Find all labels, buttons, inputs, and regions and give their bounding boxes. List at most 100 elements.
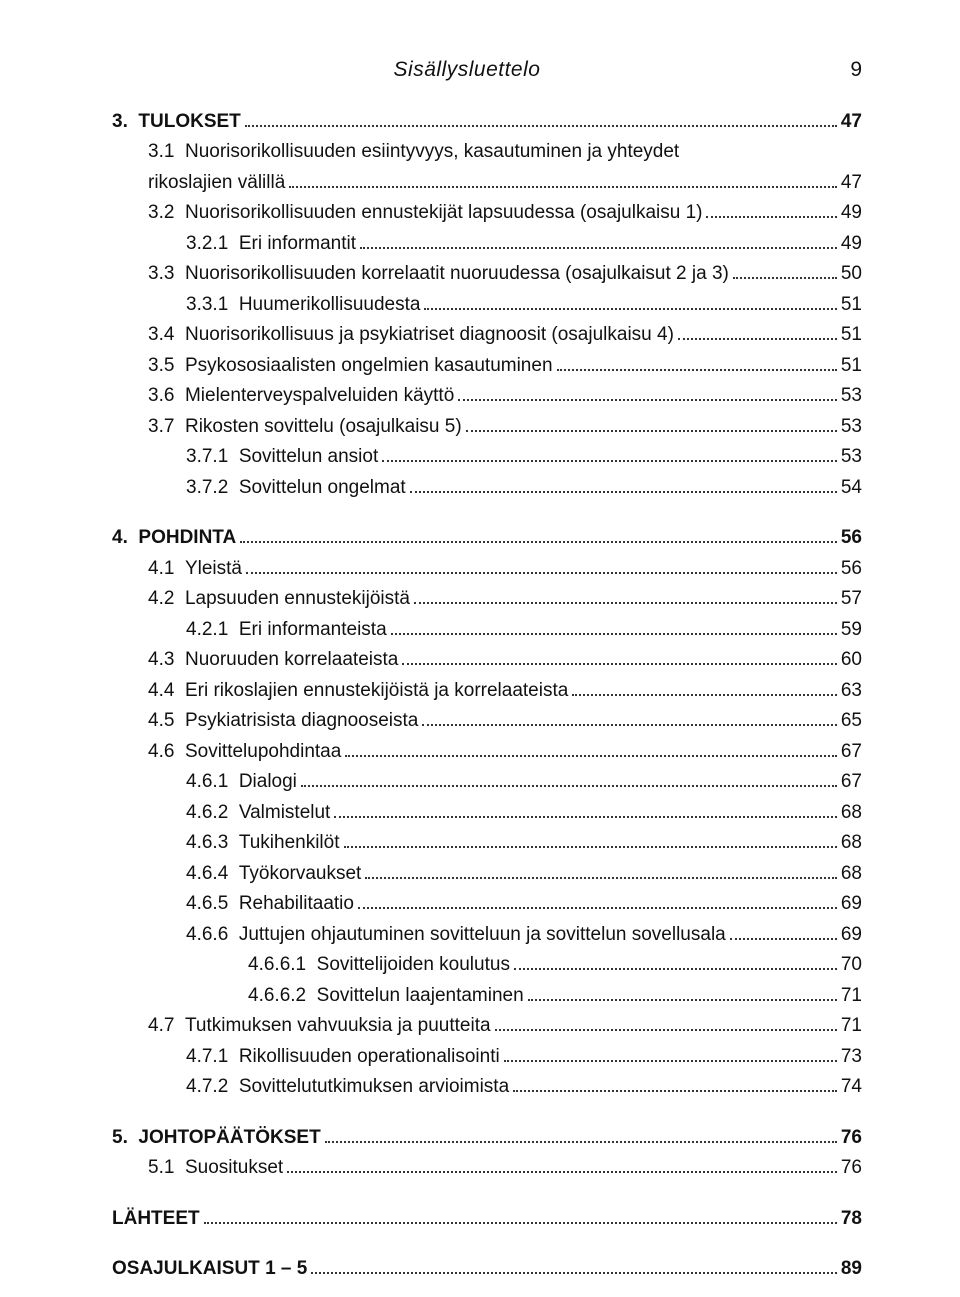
toc-leader-dots	[513, 1075, 837, 1092]
toc-entry: 3.5 Psykososiaalisten ongelmien kasautum…	[112, 352, 862, 381]
toc-label: 4.7 Tutkimuksen vahvuuksia ja puutteita	[148, 1012, 491, 1041]
toc-entry: 4.6.6.2 Sovittelun laajentaminen71	[112, 982, 862, 1011]
toc-leader-dots	[289, 171, 837, 188]
toc-leader-dots	[301, 770, 837, 787]
toc-label: OSAJULKAISUT 1 – 5	[112, 1255, 307, 1284]
toc-page: 63	[841, 677, 862, 706]
toc-page: 56	[841, 524, 862, 553]
toc-entry: 4.6.2 Valmistelut68	[112, 799, 862, 828]
toc-leader-dots	[528, 984, 837, 1001]
toc-label: 4.3 Nuoruuden korrelaateista	[148, 646, 398, 675]
toc-page: 56	[841, 555, 862, 584]
toc-entry: 4.6.6 Juttujen ohjautuminen sovitteluun …	[112, 921, 862, 950]
toc-label: 3.2 Nuorisorikollisuuden ennustekijät la…	[148, 199, 702, 228]
running-page-number: 9	[822, 54, 862, 86]
toc-label: 4.6.4 Työkorvaukset	[186, 860, 361, 889]
toc-entry: 3.2 Nuorisorikollisuuden ennustekijät la…	[112, 199, 862, 228]
toc-entry: 4.5 Psykiatrisista diagnooseista65	[112, 707, 862, 736]
toc-leader-dots	[311, 1257, 837, 1274]
toc-label: 3.7.2 Sovittelun ongelmat	[186, 474, 406, 503]
toc-leader-dots	[424, 293, 836, 310]
toc-leader-dots	[325, 1126, 837, 1143]
toc-entry: 4.7.1 Rikollisuuden operationalisointi 73	[112, 1043, 862, 1072]
toc-page: 51	[841, 352, 862, 381]
toc-page: 69	[841, 921, 862, 950]
toc-leader-dots	[360, 232, 837, 249]
toc-leader-dots	[344, 831, 837, 848]
toc-leader-dots	[422, 709, 836, 726]
toc-leader-dots	[287, 1156, 837, 1173]
toc-leader-dots	[358, 892, 837, 909]
table-of-contents: 3. TULOKSET 47 3.1 Nuorisorikollisuuden es…	[112, 108, 862, 1284]
toc-page: 74	[841, 1073, 862, 1102]
toc-label: 4.6.1 Dialogi	[186, 768, 297, 797]
toc-label: 3.3.1 Huumerikollisuudesta	[186, 291, 420, 320]
toc-label: 3.6 Mielenterveyspalveluiden käyttö	[148, 382, 454, 411]
toc-page: 53	[841, 443, 862, 472]
toc-label: 4. POHDINTA	[112, 524, 236, 553]
toc-page: 51	[841, 291, 862, 320]
toc-page: 76	[841, 1124, 862, 1153]
toc-leader-dots	[730, 923, 837, 940]
toc-entry: OSAJULKAISUT 1 – 5 89	[112, 1255, 862, 1284]
toc-label: 3.7.1 Sovittelun ansiot	[186, 443, 378, 472]
toc-label: 5. JOHTOPÄÄTÖKSET	[112, 1124, 321, 1153]
toc-page: 59	[841, 616, 862, 645]
toc-leader-dots	[458, 384, 837, 401]
toc-leader-dots	[504, 1045, 837, 1062]
toc-label: 3.7 Rikosten sovittelu (osajulkaisu 5)	[148, 413, 462, 442]
toc-leader-dots	[365, 862, 837, 879]
toc-label: 4.6.6.1 Sovittelijoiden koulutus	[248, 951, 510, 980]
toc-entry-line: 3.1 Nuorisorikollisuuden esiintyvyys, ka…	[112, 138, 862, 167]
toc-page: 68	[841, 860, 862, 889]
toc-page: 49	[841, 199, 862, 228]
toc-label: 4.6 Sovittelupohdintaa	[148, 738, 341, 767]
toc-leader-dots	[246, 557, 837, 574]
toc-page: 50	[841, 260, 862, 289]
toc-label: 3.1 Nuorisorikollisuuden esiintyvyys, ka…	[148, 138, 679, 167]
toc-entry: 4.6 Sovittelupohdintaa67	[112, 738, 862, 767]
toc-label: 4.4 Eri rikoslajien ennustekijöistä ja k…	[148, 677, 568, 706]
toc-entry: 4.2 Lapsuuden ennustekijöistä 57	[112, 585, 862, 614]
toc-label: 4.7.2 Sovittelututkimuksen arvioimista	[186, 1073, 509, 1102]
toc-label: 4.2 Lapsuuden ennustekijöistä	[148, 585, 410, 614]
toc-entry: 3.2.1 Eri informantit49	[112, 230, 862, 259]
toc-page: 76	[841, 1154, 862, 1183]
toc-page: 57	[841, 585, 862, 614]
toc-label: 4.1 Yleistä	[148, 555, 242, 584]
toc-entry: 4.6.6.1 Sovittelijoiden koulutus 70	[112, 951, 862, 980]
toc-page: 47	[841, 108, 862, 137]
toc-label: 4.6.2 Valmistelut	[186, 799, 330, 828]
toc-page: 73	[841, 1043, 862, 1072]
toc-leader-dots	[245, 110, 837, 127]
toc-entry: 4.7 Tutkimuksen vahvuuksia ja puutteita7…	[112, 1012, 862, 1041]
toc-entry: 4.1 Yleistä 56	[112, 555, 862, 584]
toc-label: 3. TULOKSET	[112, 108, 241, 137]
toc-leader-dots	[410, 476, 837, 493]
running-title: Sisällysluettelo	[112, 54, 822, 86]
toc-entry: LÄHTEET78	[112, 1205, 862, 1234]
toc-entry: 3.3.1 Huumerikollisuudesta 51	[112, 291, 862, 320]
toc-page: 68	[841, 829, 862, 858]
toc-leader-dots	[678, 323, 837, 340]
toc-entry: 4.6.4 Työkorvaukset 68	[112, 860, 862, 889]
toc-page: 49	[841, 230, 862, 259]
toc-page: 51	[841, 321, 862, 350]
toc-leader-dots	[345, 740, 837, 757]
toc-page: 70	[841, 951, 862, 980]
toc-entry-line: rikoslajien välillä47	[112, 169, 862, 198]
toc-label: 4.6.6 Juttujen ohjautuminen sovitteluun …	[186, 921, 726, 950]
toc-page: 89	[841, 1255, 862, 1284]
toc-page: 71	[841, 982, 862, 1011]
toc-entry: 4.4 Eri rikoslajien ennustekijöistä ja k…	[112, 677, 862, 706]
toc-label: 4.6.5 Rehabilitaatio	[186, 890, 354, 919]
toc-page: 67	[841, 768, 862, 797]
toc-entry: 3.7.1 Sovittelun ansiot 53	[112, 443, 862, 472]
toc-label: 4.6.3 Tukihenkilöt	[186, 829, 340, 858]
toc-leader-dots	[402, 648, 837, 665]
toc-entry: 4.6.1 Dialogi 67	[112, 768, 862, 797]
toc-page: 47	[841, 169, 862, 198]
toc-entry: 4.3 Nuoruuden korrelaateista60	[112, 646, 862, 675]
toc-label: 4.7.1 Rikollisuuden operationalisointi	[186, 1043, 500, 1072]
toc-leader-dots	[466, 415, 837, 432]
